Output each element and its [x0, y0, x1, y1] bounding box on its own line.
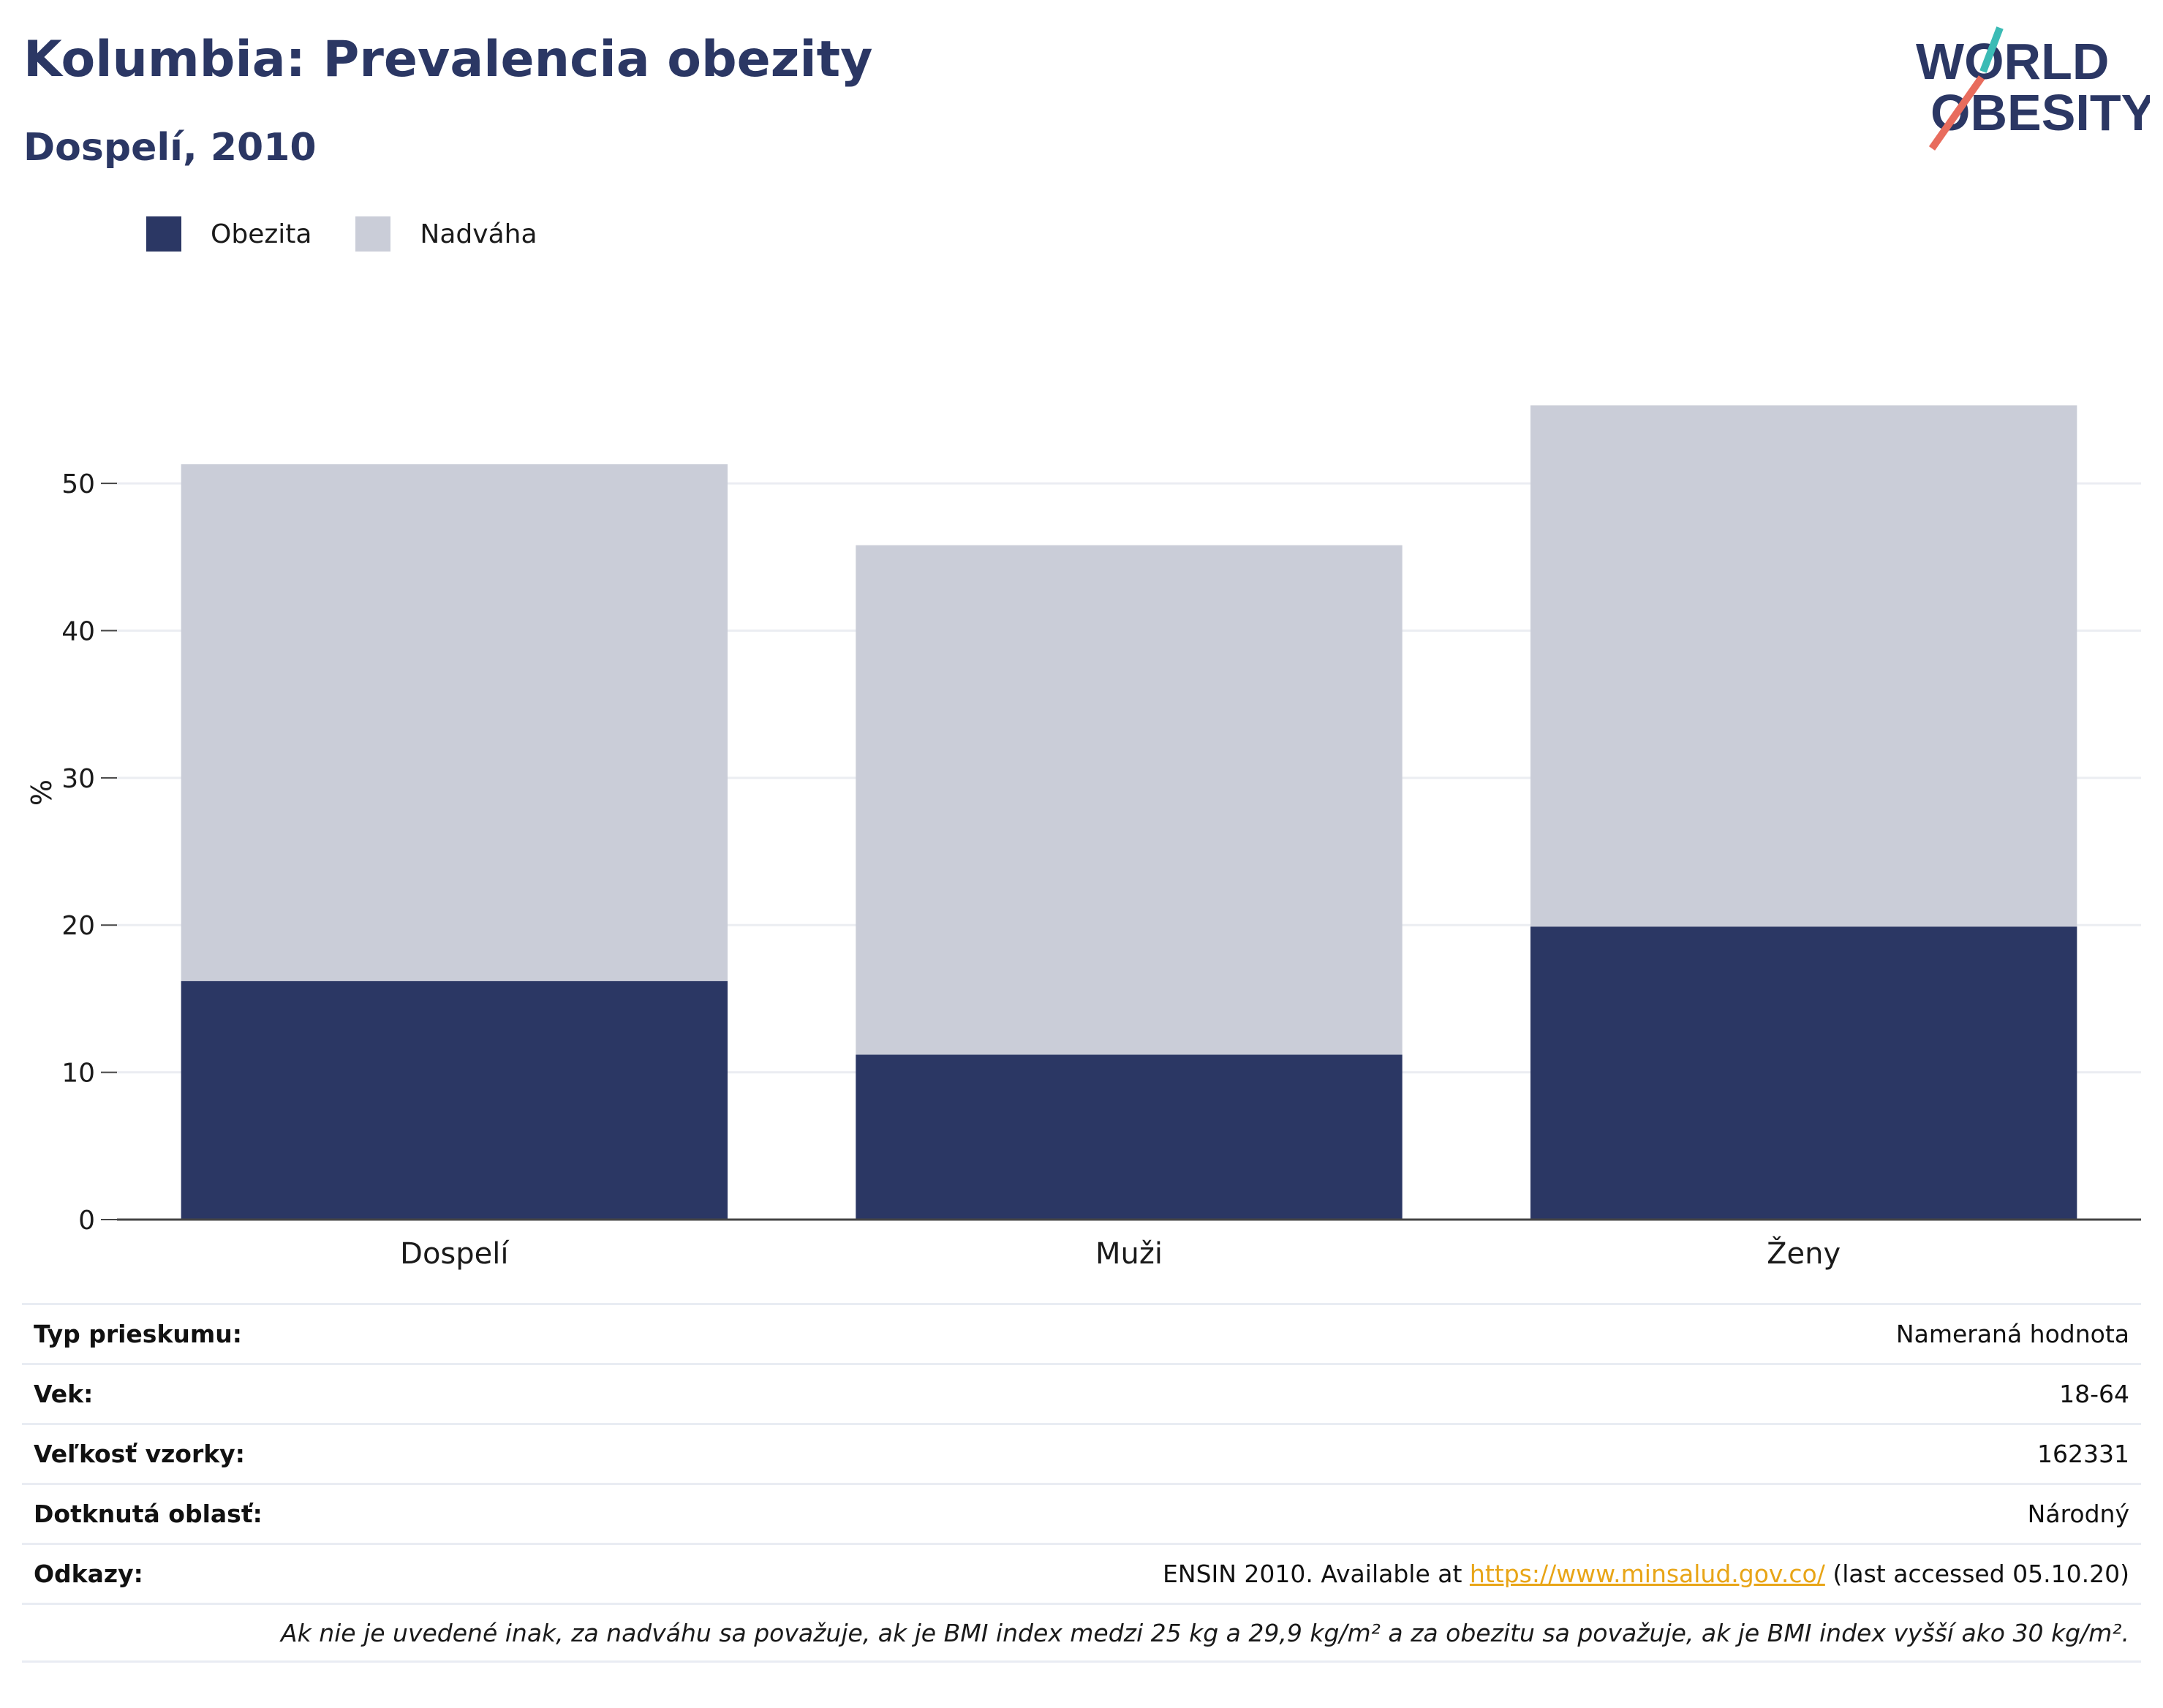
info-value: Nameraná hodnota: [1895, 1320, 2129, 1348]
bar-obesity: [856, 1054, 1403, 1220]
references-suffix: (last accessed 05.10.20): [1824, 1560, 2129, 1588]
info-row: Vek: 18-64: [22, 1363, 2141, 1423]
chart-title: Kolumbia: Prevalencia obezity: [23, 31, 873, 88]
bar-overweight: [1530, 405, 2077, 927]
y-tick-label: 40: [61, 616, 95, 646]
y-tick-label: 10: [61, 1059, 95, 1089]
x-tick-label: Muži: [1095, 1237, 1163, 1271]
legend-label-overweight: Nadváha: [420, 219, 537, 249]
info-label: Vek:: [34, 1380, 94, 1408]
info-table: Typ prieskumu: Nameraná hodnota Vek: 18-…: [22, 1303, 2141, 1663]
y-tick-label: 30: [61, 764, 95, 794]
info-row: Veľkosť vzorky: 162331: [22, 1423, 2141, 1483]
x-tick-label: Ženy: [1767, 1236, 1841, 1271]
logo-line1: WORLD: [1916, 33, 2109, 90]
bar-obesity: [1530, 926, 2077, 1220]
bar-chart: 0 10 20 30 40 50% Dospelí Muži Ženy: [26, 405, 2141, 1271]
bar-overweight: [181, 464, 728, 981]
legend-swatch-overweight: [355, 216, 391, 252]
info-label: Dotknutá oblasť:: [34, 1500, 263, 1528]
y-axis-label: %: [26, 779, 58, 806]
world-obesity-logo: WORLD OBESITY: [1916, 26, 2150, 151]
legend-item-overweight[interactable]: Nadváha: [355, 216, 537, 252]
info-value: 18-64: [2059, 1380, 2129, 1408]
y-tick-label: 20: [61, 911, 95, 941]
legend-label-obesity: Obezita: [211, 219, 312, 249]
y-tick-label: 50: [61, 469, 95, 499]
references-label: Odkazy:: [34, 1560, 143, 1588]
references-value: ENSIN 2010. Available at https://www.min…: [1163, 1560, 2129, 1588]
definition-note: Ak nie je uvedené inak, za nadváhu sa po…: [22, 1603, 2141, 1663]
legend-swatch-obesity: [146, 216, 181, 252]
references-row: Odkazy: ENSIN 2010. Available at https:/…: [22, 1543, 2141, 1603]
references-link[interactable]: https://www.minsalud.gov.co/: [1469, 1560, 1825, 1588]
info-row: Dotknutá oblasť: Národný: [22, 1483, 2141, 1543]
logo-slash-teal: [1979, 26, 2004, 73]
info-value: 162331: [2037, 1440, 2129, 1468]
info-label: Veľkosť vzorky:: [34, 1440, 245, 1468]
chart-subtitle: Dospelí, 2010: [23, 126, 317, 170]
logo-slash-coral: [1928, 75, 1985, 151]
legend: Obezita Nadváha: [146, 216, 581, 252]
y-tick-label: 0: [78, 1206, 95, 1236]
legend-item-obesity[interactable]: Obezita: [146, 216, 312, 252]
bar-overweight: [856, 545, 1403, 1055]
info-row: Typ prieskumu: Nameraná hodnota: [22, 1303, 2141, 1363]
x-tick-label: Dospelí: [400, 1237, 510, 1271]
info-value: Národný: [2027, 1500, 2129, 1528]
info-label: Typ prieskumu:: [34, 1320, 242, 1348]
bar-obesity: [181, 980, 728, 1220]
references-prefix: ENSIN 2010. Available at: [1163, 1560, 1470, 1588]
